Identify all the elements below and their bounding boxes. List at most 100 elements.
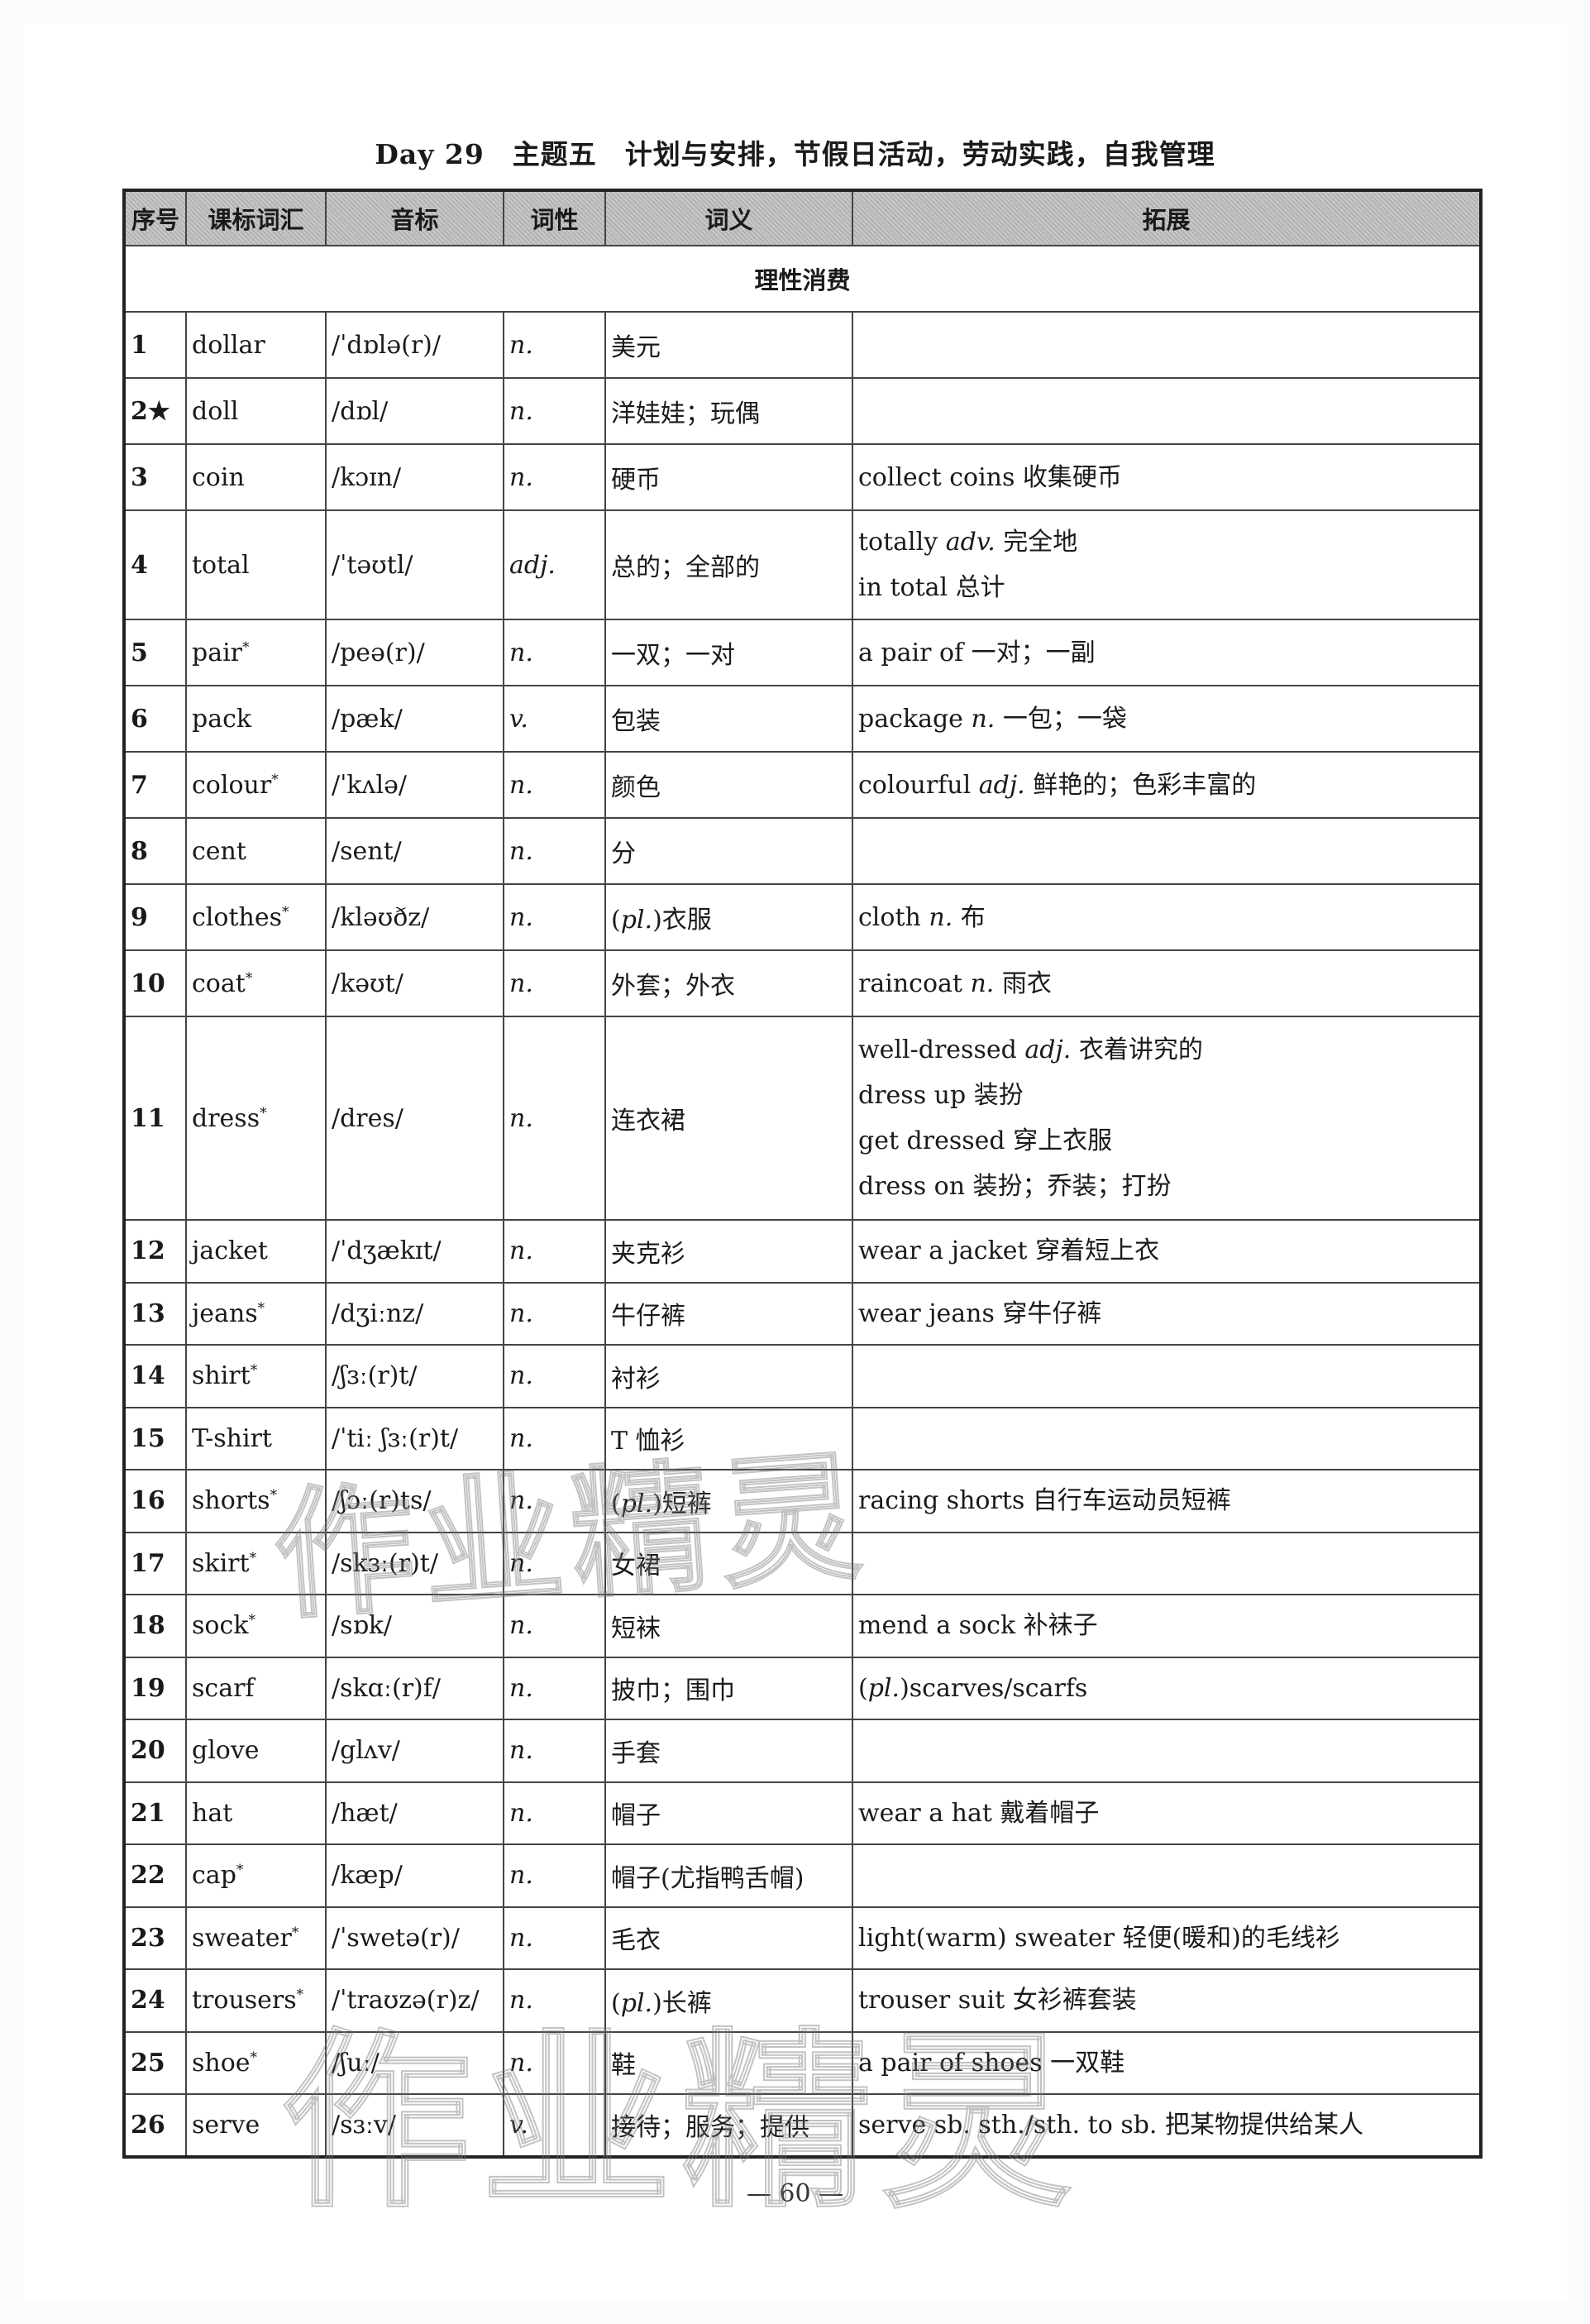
meaning: 帽子(尤指鸭舌帽) [604,1843,853,1908]
extension-line: light(warm) sweater 轻便(暖和)的毛线衫 [858,1923,1340,1953]
header-meaning: 词义 [604,189,853,246]
meaning: (pl.)衣服 [604,883,853,951]
part-of-speech: v. [503,685,606,753]
row-number: 25 [123,2030,187,2095]
word-text: shirt [192,1361,251,1391]
extension [852,1843,1482,1908]
extension [852,817,1482,885]
part-of-speech: n. [503,949,606,1017]
row-number: 23 [123,1906,187,1970]
meaning: 一双；一对 [604,619,853,686]
row-number: 14 [123,1344,187,1408]
table-row: 10 coat*/kəʊt/n. 外套；外衣 raincoat n. 雨衣 [123,949,1482,1017]
word-text: pack [192,704,252,734]
vocab-word: cent [185,817,327,885]
phonetic: /ˈdɒlə(r)/ [325,311,504,379]
extension: serve sb. sth./sth. to sb. 把某物提供给某人 [852,2093,1482,2158]
section-row: 理性消费 [123,245,1482,313]
word-text: coat [192,968,246,998]
meaning: 接待；服务；提供 [604,2093,853,2158]
extension-line: colourful adj. 鲜艳的；色彩丰富的 [858,770,1257,800]
word-text: total [192,550,250,580]
row-number: 21 [123,1781,187,1845]
extension-line: (pl.)scarves/scarfs [858,1673,1088,1703]
row-number: 7 [123,751,187,819]
extension: raincoat n. 雨衣 [852,949,1482,1017]
extension: wear a jacket 穿着短上衣 [852,1219,1482,1284]
extension-line: well-dressed adj. 衣着讲究的 [858,1035,1203,1064]
extension-line: wear a jacket 穿着短上衣 [858,1236,1160,1266]
star-mark: * [257,1299,265,1317]
extension-line: a pair of 一对；一副 [858,638,1096,667]
word-text: shoe [192,2048,251,2078]
extension [852,1344,1482,1408]
vocab-word: scarf [185,1656,327,1720]
word-text: sweater [192,1923,292,1953]
section-title: 理性消费 [123,245,1482,313]
phonetic: /dʒiːnz/ [325,1281,504,1346]
phonetic: /peə(r)/ [325,619,504,686]
vocabulary-table: 序号 课标词汇 音标 词性 词义 拓展 理性消费 1 dollar/ˈdɒlə(r… [122,189,1483,2159]
word-text: T-shirt [192,1423,272,1453]
vocab-word: sock* [185,1594,327,1658]
word-text: skirt [192,1548,250,1578]
table-row: 22 cap*/kæp/n. 帽子(尤指鸭舌帽) [123,1843,1482,1908]
phonetic: /dɒl/ [325,377,504,445]
part-of-speech: n. [503,1656,606,1720]
vocab-word: total [185,509,327,620]
row-number: 15 [123,1406,187,1470]
phonetic: /pæk/ [325,685,504,753]
part-of-speech: n. [503,883,606,951]
word-text: sock [192,1611,249,1641]
vocab-word: trousers* [185,1968,327,2033]
phonetic: /kəʊt/ [325,949,504,1017]
table-row: 18 sock*/sɒk/n. 短袜 mend a sock 补袜子 [123,1594,1482,1658]
star-mark: * [249,1549,257,1566]
extension [852,1531,1482,1595]
phonetic: /sɒk/ [325,1594,504,1658]
row-number: 26 [123,2093,187,2158]
row-number: 13 [123,1281,187,1346]
header-word: 课标词汇 [185,189,327,246]
phonetic: /sɜːv/ [325,2093,504,2158]
extension-line: mend a sock 补袜子 [858,1611,1098,1641]
table-row: 19 scarf/skɑː(r)f/n. 披巾；围巾 (pl.)scarves/sca… [123,1656,1482,1720]
vocab-word: colour* [185,751,327,819]
table-row: 6 pack/pæk/v. 包装 package n. 一包；一袋 [123,685,1482,753]
table-row: 4 total/ˈtəʊtl/adj. 总的；全部的 totally adv. 完全地… [123,509,1482,620]
table-row: 23 sweater*/ˈswetə(r)/n. 毛衣 light(warm) swe… [123,1906,1482,1970]
vocab-word: skirt* [185,1531,327,1595]
star-mark: * [250,2049,258,2066]
meaning: 毛衣 [604,1906,853,1970]
extension-line: get dressed 穿上衣服 [858,1126,1113,1155]
meaning: 披巾；围巾 [604,1656,853,1720]
phonetic: /ˈdʒækɪt/ [325,1219,504,1284]
vocab-word: clothes* [185,883,327,951]
table-row: 16 shorts*/ʃɔː(r)ts/n. (pl.)短裤 racing short… [123,1469,1482,1533]
extension [852,311,1482,379]
part-of-speech: n. [503,817,606,885]
extension: a pair of shoes 一双鞋 [852,2030,1482,2095]
extension-line: package n. 一包；一袋 [858,704,1127,734]
meaning: 总的；全部的 [604,509,853,620]
extension: trouser suit 女衫裤套装 [852,1968,1482,2033]
phonetic: /ˈkʌlə/ [325,751,504,819]
row-number: 24 [123,1968,187,2033]
extension-line: serve sb. sth./sth. to sb. 把某物提供给某人 [858,2110,1363,2140]
vocab-word: pack [185,685,327,753]
word-text: colour [192,770,272,800]
vocab-word: jacket [185,1219,327,1284]
phonetic: /ˈtiː ʃɜː(r)t/ [325,1406,504,1470]
table-row: 9 clothes*/kləʊðz/n. (pl.)衣服 cloth n. 布 [123,883,1482,951]
vocab-word: cap* [185,1843,327,1908]
table-row: 12 jacket/ˈdʒækɪt/n. 夹克衫 wear a jacket 穿着短上… [123,1219,1482,1284]
row-number: 17 [123,1531,187,1595]
extension: wear a hat 戴着帽子 [852,1781,1482,1845]
page-title: Day 29 主题五 计划与安排，节假日活动，劳动实践，自我管理 [375,138,1215,170]
header-phonetic: 音标 [325,189,504,246]
row-number: 8 [123,817,187,885]
part-of-speech: n. [503,2030,606,2095]
phonetic: /kləʊðz/ [325,883,504,951]
phonetic: /kɔɪn/ [325,443,504,511]
row-number: 20 [123,1719,187,1783]
